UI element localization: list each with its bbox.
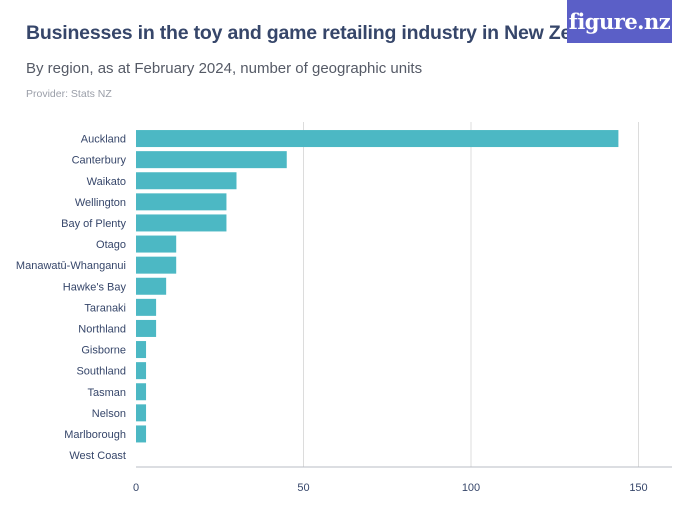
- category-label: Nelson: [92, 408, 126, 420]
- bar[interactable]: [136, 404, 147, 422]
- bar[interactable]: [136, 362, 147, 380]
- category-label: West Coast: [69, 450, 126, 462]
- x-axis: 0 50 100 150: [133, 466, 672, 494]
- figure-nz-logo[interactable]: figure.nz: [567, 0, 672, 43]
- category-label: Wellington: [75, 197, 126, 209]
- bar[interactable]: [136, 130, 619, 148]
- x-tick-label: 50: [297, 482, 309, 494]
- category-label: Auckland: [81, 134, 126, 146]
- category-label: Bay of Plenty: [61, 218, 126, 230]
- bar[interactable]: [136, 172, 237, 190]
- chart-subtitle: By region, as at February 2024, number o…: [26, 60, 423, 77]
- bar[interactable]: [136, 341, 147, 359]
- x-tick-label: 0: [133, 482, 139, 494]
- bar[interactable]: [136, 319, 157, 337]
- bar[interactable]: [136, 193, 227, 211]
- bar[interactable]: [136, 425, 147, 443]
- category-label: Otago: [96, 239, 126, 251]
- x-tick-label: 100: [462, 482, 480, 494]
- category-label: Northland: [78, 323, 126, 335]
- bar[interactable]: [136, 298, 157, 316]
- bar[interactable]: [136, 256, 177, 274]
- data-provider: Provider: Stats NZ: [26, 88, 112, 100]
- grid-layer: [303, 122, 639, 467]
- category-label: Waikato: [87, 176, 126, 188]
- category-label: Canterbury: [72, 155, 127, 167]
- bar[interactable]: [136, 214, 227, 232]
- bar[interactable]: [136, 151, 287, 169]
- bar[interactable]: [136, 235, 177, 253]
- category-label: Southland: [76, 366, 126, 378]
- category-label: Manawatū-Whanganui: [16, 260, 126, 272]
- category-label: Taranaki: [84, 302, 126, 314]
- category-label: Tasman: [87, 387, 126, 399]
- category-label: Marlborough: [64, 429, 126, 441]
- x-tick-label: 150: [629, 482, 647, 494]
- bar[interactable]: [136, 383, 147, 401]
- chart-title: Businesses in the toy and game retailing…: [26, 22, 622, 44]
- bar-layer: [136, 130, 619, 443]
- category-labels: Auckland Canterbury Waikato Wellington Bay o…: [16, 134, 127, 462]
- category-label: Gisborne: [81, 345, 126, 357]
- category-label: Hawke's Bay: [63, 281, 127, 293]
- bar[interactable]: [136, 277, 167, 295]
